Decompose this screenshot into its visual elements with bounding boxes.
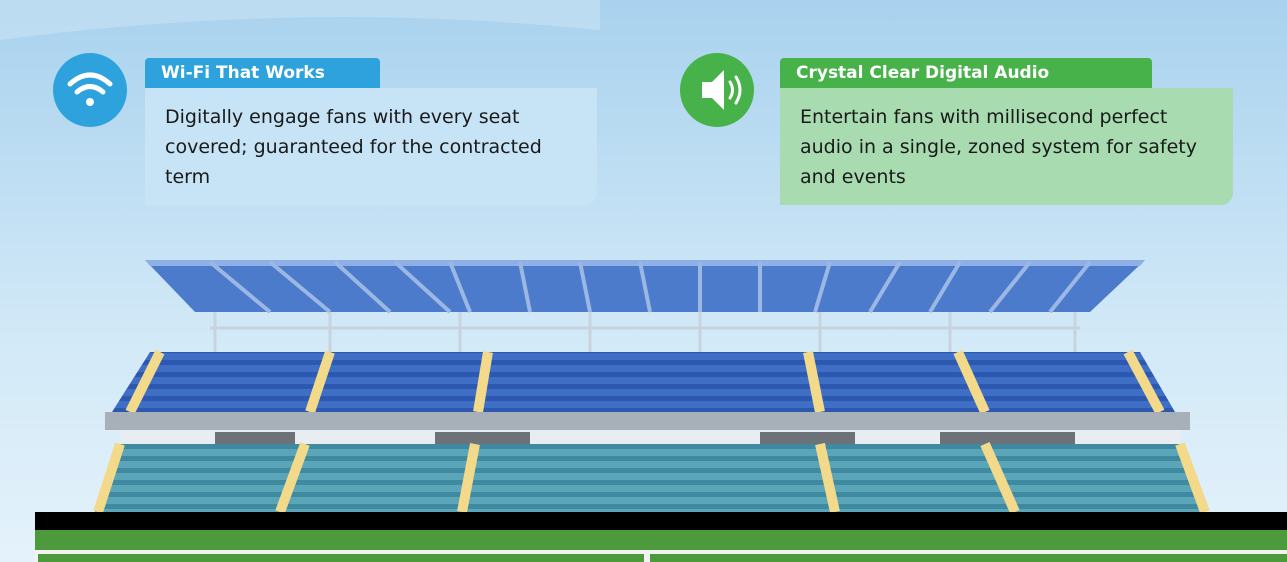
card-text: Digitally engage fans with every seat co… bbox=[145, 88, 597, 205]
wifi-icon bbox=[53, 53, 127, 127]
card-title: Wi-Fi That Works bbox=[145, 58, 380, 88]
card-text: Entertain fans with millisecond perfect … bbox=[780, 88, 1233, 205]
card-title: Crystal Clear Digital Audio bbox=[780, 58, 1152, 88]
